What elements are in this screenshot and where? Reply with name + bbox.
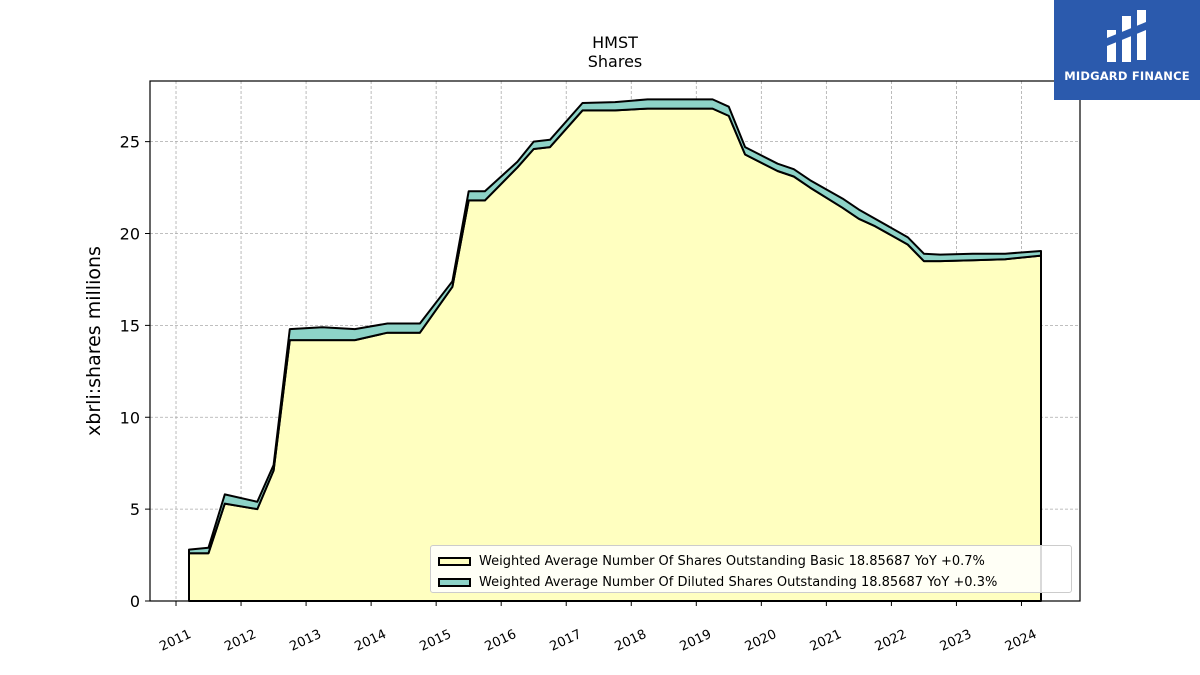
x-tick-label: 2019 — [678, 627, 714, 655]
plot-frame — [149, 80, 1081, 602]
y-tick-label: 5 — [130, 500, 140, 519]
x-tick-label: 2016 — [483, 627, 519, 655]
legend-item-basic: Weighted Average Number Of Shares Outsta… — [438, 551, 1065, 571]
y-tick-label: 0 — [130, 592, 140, 611]
logo-mark-icon — [1107, 10, 1146, 62]
legend-item-diluted: Weighted Average Number Of Diluted Share… — [438, 572, 1065, 592]
series-area-0 — [188, 107, 1042, 602]
x-tick-label: 2020 — [743, 627, 779, 655]
logo-text: MIDGARD FINANCE — [1064, 69, 1190, 83]
x-tick-label: 2021 — [808, 627, 844, 655]
legend-swatch-basic — [438, 556, 471, 566]
x-tick-label: 2012 — [222, 627, 258, 655]
x-tick-label: 2022 — [873, 627, 909, 655]
legend-label-diluted: Weighted Average Number Of Diluted Share… — [479, 574, 998, 590]
x-tick-label: 2011 — [157, 627, 193, 655]
legend-label-basic: Weighted Average Number Of Shares Outsta… — [479, 553, 985, 569]
x-tick-label: 2023 — [938, 627, 974, 655]
y-tick-label: 25 — [120, 133, 140, 152]
x-tick-label: 2024 — [1003, 627, 1039, 655]
series-area-1 — [188, 98, 1042, 555]
brand-logo: MIDGARD FINANCE — [1054, 0, 1200, 100]
legend-swatch-diluted — [438, 577, 471, 587]
x-tick-label: 2013 — [287, 627, 323, 655]
x-tick-label: 2015 — [418, 627, 454, 655]
y-axis-label: xbrli:shares millions — [83, 246, 105, 436]
chart-subtitle: Shares — [588, 52, 643, 71]
y-tick-label: 15 — [120, 316, 140, 335]
x-tick-label: 2017 — [548, 627, 584, 655]
series-layer — [188, 98, 1042, 602]
x-tick-label: 2018 — [613, 627, 649, 655]
chart-title: HMST — [592, 33, 638, 52]
legend: Weighted Average Number Of Shares Outsta… — [430, 545, 1072, 593]
x-tick-label: 2014 — [352, 627, 388, 655]
y-tick-label: 10 — [120, 408, 140, 427]
y-tick-label: 20 — [120, 225, 140, 244]
